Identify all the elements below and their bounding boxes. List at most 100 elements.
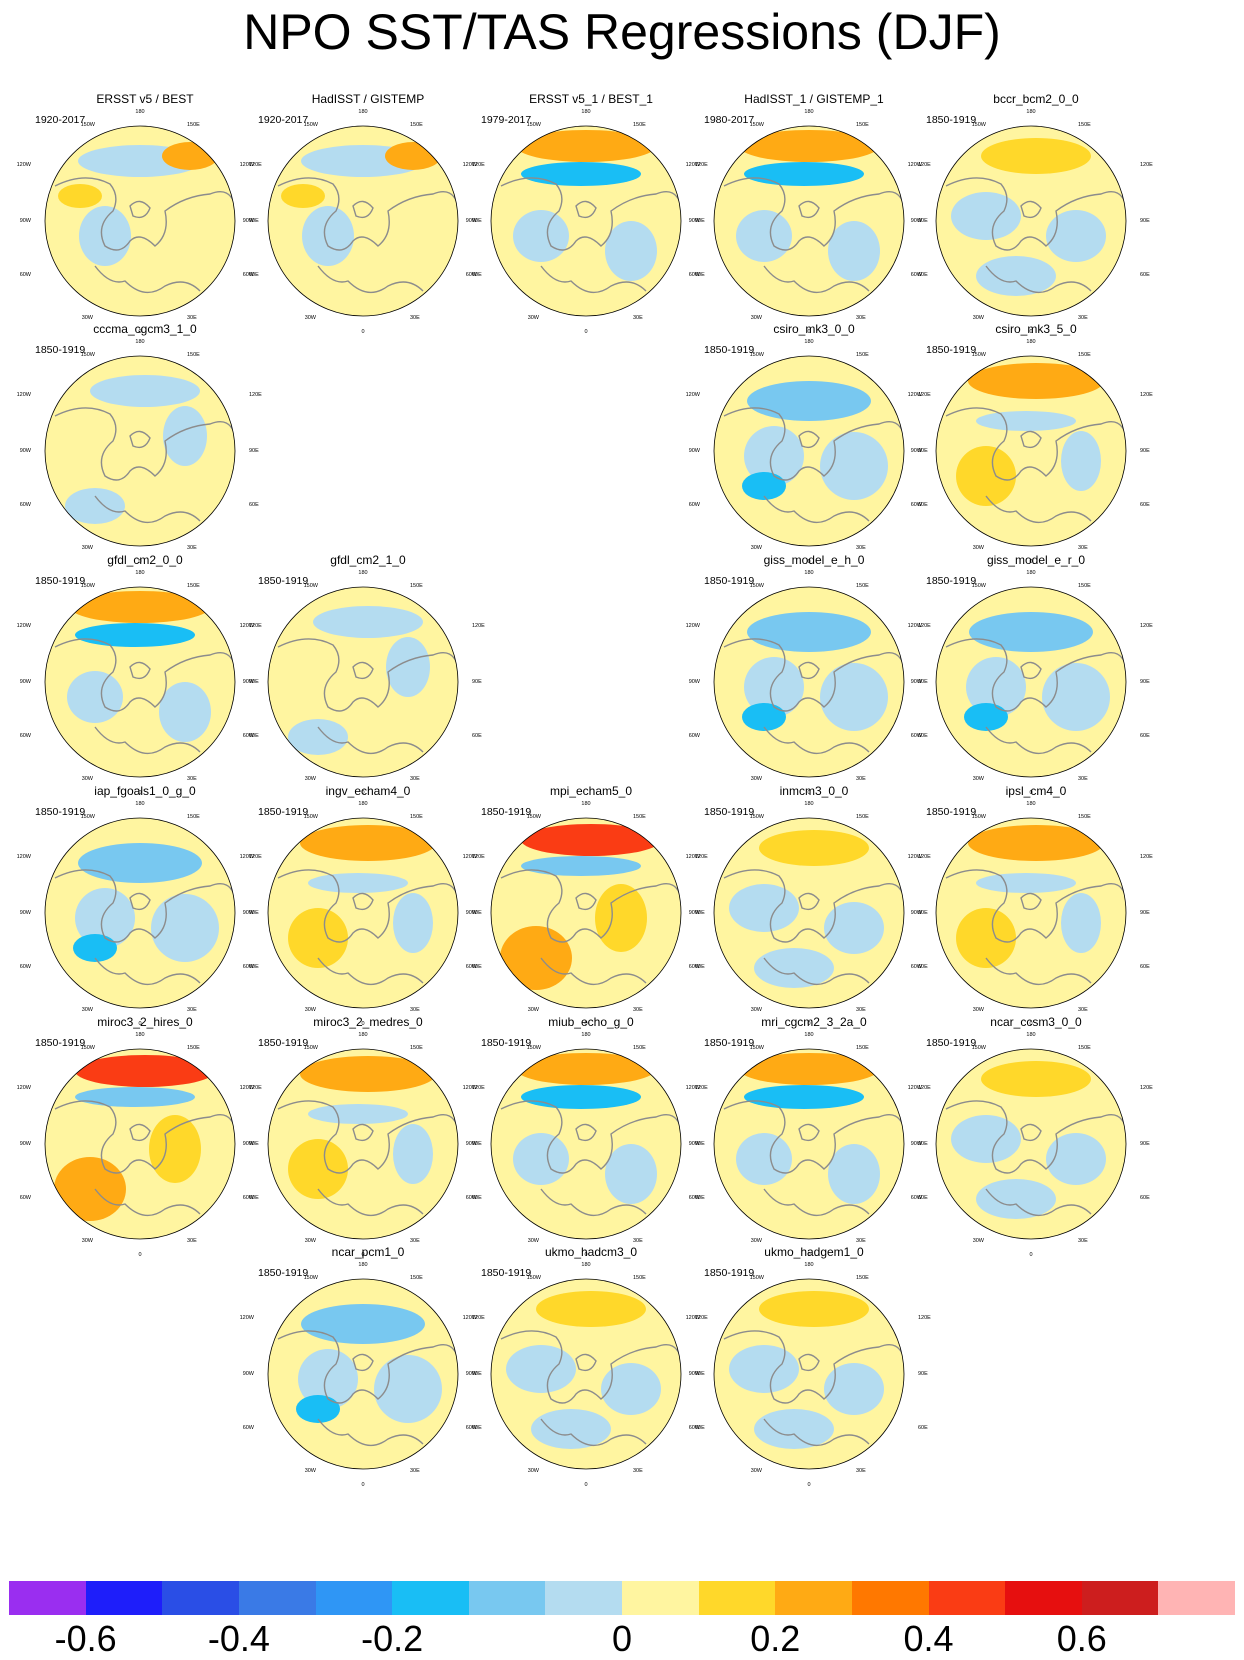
map-panel-giss-model-e-r-0: giss_model_e_r_0 180 150W 150E 120W 120E 90W 90… [908, 553, 1154, 796]
map-boundary [935, 1048, 1127, 1240]
anomaly-region [744, 1085, 864, 1109]
map-panel-mpi-echam5-0: mpi_echam5_0 180 150W 150E 120W 120E 90W 90E 60W… [463, 784, 709, 1027]
map-panel-hadisst-gistemp: HadISST / GISTEMP 180 150W 150E 120W 120E 90W 9… [240, 92, 486, 335]
longitude-label: 150W [972, 122, 987, 128]
anomaly-region [976, 411, 1076, 431]
anomaly-region [951, 1115, 1021, 1163]
anomaly-region [302, 206, 354, 266]
longitude-label: 60E [918, 1425, 928, 1431]
anomaly-region [70, 591, 210, 623]
longitude-label: 180 [135, 570, 144, 576]
anomaly-region [159, 682, 211, 742]
longitude-label: 90E [1140, 679, 1150, 685]
longitude-label: 60W [466, 1195, 478, 1201]
longitude-label: 30W [82, 1238, 94, 1244]
longitude-label: 90W [911, 218, 923, 224]
anomaly-region [759, 830, 869, 866]
longitude-label: 150W [750, 122, 765, 128]
longitude-label: 0 [361, 790, 364, 796]
longitude-label: 120W [686, 392, 701, 398]
longitude-label: 120E [472, 1315, 485, 1321]
longitude-label: 60E [472, 1425, 482, 1431]
longitude-label: 150E [1078, 1045, 1091, 1051]
anomaly-region [78, 843, 202, 883]
longitude-label: 180 [1026, 109, 1035, 115]
longitude-label: 120E [249, 623, 262, 629]
anomaly-region [281, 184, 325, 208]
coastline [54, 638, 235, 755]
longitude-label: 30E [187, 776, 197, 782]
longitude-label: 180 [358, 1262, 367, 1268]
longitude-label: 90W [466, 910, 478, 916]
anomaly-region [744, 426, 804, 486]
panel-title: csiro_mk3_0_0 [773, 322, 855, 336]
longitude-label: 120W [686, 1315, 701, 1321]
anomaly-region [300, 1056, 436, 1092]
coastline [277, 638, 458, 755]
longitude-label: 150W [750, 352, 765, 358]
longitude-label: 0 [138, 790, 141, 796]
longitude-label: 120W [17, 392, 32, 398]
coastline [500, 869, 681, 986]
longitude-label: 90W [243, 910, 255, 916]
longitude-label: 90W [911, 448, 923, 454]
longitude-label: 180 [135, 1032, 144, 1038]
anomaly-region [744, 162, 864, 186]
colorbar-swatch [468, 1581, 546, 1615]
longitude-label: 120E [1140, 162, 1153, 168]
longitude-label: 60W [243, 964, 255, 970]
coastline [54, 407, 235, 524]
longitude-label: 60E [918, 1195, 928, 1201]
longitude-label: 30W [82, 1007, 94, 1013]
colorbar-swatch [1005, 1581, 1082, 1615]
longitude-label: 120E [472, 854, 485, 860]
longitude-label: 120W [908, 1085, 923, 1091]
longitude-label: 60E [1140, 733, 1150, 739]
longitude-label: 30W [973, 1007, 985, 1013]
map-panel-inmcm3-0-0: inmcm3_0_0 180 150W 150E 120W 120E 90W 90E 60W 60… [686, 784, 932, 1027]
panel-period: 1850-1919 [35, 1037, 86, 1049]
map-boundary [490, 817, 682, 1009]
longitude-label: 120W [463, 1315, 478, 1321]
panel-period: 1850-1919 [704, 1267, 755, 1279]
panel-title: ingv_echam4_0 [325, 784, 411, 798]
longitude-label: 60E [695, 272, 705, 278]
longitude-label: 60E [472, 272, 482, 278]
panel-title: ukmo_hadcm3_0 [544, 1245, 638, 1259]
longitude-label: 90W [20, 910, 32, 916]
longitude-label: 0 [361, 1252, 364, 1258]
colorbar-swatch [85, 1581, 163, 1615]
longitude-label: 150W [304, 1275, 319, 1281]
anomaly-region [521, 162, 641, 186]
map-boundary [490, 1278, 682, 1470]
longitude-label: 0 [1029, 790, 1032, 796]
longitude-label: 120E [472, 162, 485, 168]
longitude-label: 180 [581, 109, 590, 115]
longitude-label: 60W [20, 272, 32, 278]
map-panel-giss-model-e-h-0: giss_model_e_h_0 180 150W 150E 120W 120E 90W 90… [686, 553, 932, 796]
panel-period: 1850-1919 [258, 806, 309, 818]
longitude-label: 90E [1140, 910, 1150, 916]
map-boundary [490, 125, 682, 317]
coastline [277, 869, 458, 986]
anomaly-region [90, 375, 200, 407]
longitude-label: 30W [528, 1238, 540, 1244]
anomaly-region [75, 1087, 195, 1107]
longitude-label: 90W [689, 1371, 701, 1377]
panel-period: 1850-1919 [35, 575, 86, 587]
anomaly-region [75, 1055, 215, 1087]
longitude-label: 180 [1026, 339, 1035, 345]
anomaly-region [976, 873, 1076, 893]
anomaly-region [824, 902, 884, 954]
longitude-label: 60E [918, 272, 928, 278]
anomaly-region [951, 192, 1021, 240]
longitude-label: 120W [908, 623, 923, 629]
coastline [723, 869, 904, 986]
longitude-label: 150E [1078, 352, 1091, 358]
map-panel-cccma-cgcm3-1-0: cccma_cgcm3_1_0 180 150W 150E 120W 120E 90W 90E… [17, 322, 263, 565]
longitude-label: 150W [527, 1045, 542, 1051]
longitude-label: 60E [472, 964, 482, 970]
